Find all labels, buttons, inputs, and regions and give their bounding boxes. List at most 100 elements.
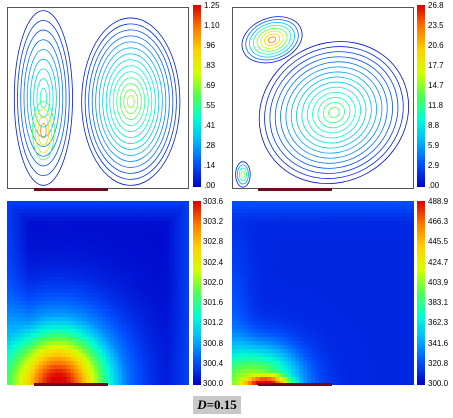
streamline-contour [322, 102, 345, 124]
heater-bar-left-bottom [34, 383, 108, 386]
colorbar-tick-label: 303.2 [203, 217, 224, 227]
temperature-svg [7, 201, 189, 385]
colorbar-tick-label: 302.0 [203, 277, 224, 287]
streamline-contour [84, 23, 177, 180]
colorbar-tick-label: .83 [204, 61, 216, 70]
streamline-contour [102, 53, 160, 150]
colorbar-tick-label: 488.9 [428, 197, 449, 206]
colorbar-temperature-right [417, 201, 425, 385]
colorbar-tick-label: 320.8 [428, 358, 449, 368]
colorbar-tick-label: 383.1 [428, 298, 449, 308]
colorbar-tick-label: 2.9 [428, 161, 440, 170]
colorbar-ticks-streamlines-right: 26.8 23.5 20.6 17.7 14.7 11.8 8.8 5.9 2.9 .00 [428, 2, 453, 190]
streamline-contour [112, 71, 149, 132]
streamline-contour [13, 10, 73, 186]
streamline-plot-right [232, 7, 414, 189]
streamline-contour [81, 17, 181, 186]
colorbar-ticks-temperature-left: 303.6 303.2 302.8 302.4 302.0 301.6 301.2 300.8… [203, 197, 233, 388]
streamline-contour [23, 39, 64, 157]
streamline-contour [238, 167, 247, 182]
streamline-contour [245, 19, 299, 61]
streamline-contour [264, 46, 404, 179]
plot-frame [7, 7, 189, 189]
colorbar-tick-label: 341.6 [428, 338, 449, 348]
colorbar-tick-label: 5.9 [428, 141, 440, 150]
streamline-contour [328, 107, 340, 119]
colorbar-tick-label: 14.7 [428, 81, 444, 90]
colorbar-streamlines-left [193, 5, 201, 187]
colorbar-tick-label: 302.8 [203, 237, 224, 247]
colorbar-tick-label: .55 [204, 101, 216, 110]
colorbar-tick-label: .00 [204, 181, 216, 190]
colorbar-streamlines-right [417, 5, 425, 187]
colorbar-tick-label: .00 [428, 181, 440, 190]
streamline-contour [240, 170, 246, 179]
colorbar-tick-label: 8.8 [428, 121, 440, 130]
streamline-contour [256, 27, 288, 52]
colorbar-tick-label: .41 [204, 121, 216, 130]
colorbar-ticks-streamlines-left: 1.25 1.10 .96 .83 .69 .55 .41 .28 .14 .00 [204, 1, 234, 190]
streamline-contour [91, 35, 170, 168]
colorbar-tick-label: 445.5 [428, 237, 449, 247]
colorbar-tick-label: .96 [204, 41, 216, 50]
temperature-svg [232, 201, 414, 385]
streamline-contour [30, 58, 57, 138]
figure-caption: D=0.15 [193, 396, 241, 414]
streamline-contour [301, 81, 367, 144]
streamline-contour [258, 41, 410, 185]
streamline-contour [20, 29, 67, 167]
streamline-contour [98, 47, 163, 156]
colorbar-tick-label: .14 [204, 161, 216, 170]
streamline-contour [280, 61, 388, 164]
streamline-contour [296, 76, 372, 149]
heater-bar-left-top [34, 188, 108, 191]
heater-bar-right-bottom [258, 383, 332, 386]
colorbar-tick-label: 1.25 [204, 1, 220, 10]
streamline-contour [260, 30, 284, 49]
streamline-contour [126, 95, 135, 109]
streamline-contour [105, 59, 156, 144]
streamline-plot-left [7, 7, 189, 189]
streamline-contour [274, 56, 394, 169]
streamline-contour [264, 33, 280, 46]
streamline-contour [306, 86, 361, 139]
streamline-contour [235, 161, 251, 188]
streamline-svg [232, 7, 414, 189]
colorbar-tick-label: 11.8 [428, 101, 443, 110]
caption-label: D=0.15 [197, 397, 237, 412]
streamline-contour [95, 41, 167, 162]
streamline-contour [88, 29, 174, 174]
temperature-map-left [7, 201, 189, 385]
colorbar-tick-label: 302.4 [203, 257, 224, 267]
streamline-contour [290, 71, 377, 154]
colorbar-tick-label: 466.3 [428, 217, 449, 227]
colorbar-tick-label: 303.6 [203, 197, 224, 206]
streamline-svg [7, 7, 189, 189]
colorbar-tick-label: 424.7 [428, 257, 449, 267]
streamline-contour [269, 51, 399, 174]
streamline-contour [237, 164, 249, 185]
streamline-contour [39, 87, 48, 109]
colorbar-tick-label: 403.9 [428, 277, 449, 287]
streamline-contour [109, 65, 153, 138]
streamline-contour [285, 66, 383, 159]
streamline-contour [37, 115, 50, 146]
streamline-contour [26, 49, 60, 147]
colorbar-temperature-left [193, 201, 201, 385]
heater-bar-right-top [258, 188, 332, 191]
colorbar-tick-label: 300.4 [203, 358, 224, 368]
colorbar-tick-label: .69 [204, 81, 216, 90]
streamline-contour [312, 91, 356, 134]
colorbar-tick-label: 300.0 [428, 379, 449, 388]
colorbar-tick-label: .28 [204, 141, 216, 150]
streamline-contour [317, 96, 351, 129]
streamline-contour [32, 101, 55, 161]
colorbar-tick-label: 300.0 [203, 379, 224, 388]
streamline-contour [116, 77, 146, 126]
streamline-contour [36, 78, 51, 118]
colorbar-ticks-temperature-right: 488.9 466.3 445.5 424.7 403.9 383.1 362.3 341.6… [428, 197, 453, 388]
colorbar-tick-label: 362.3 [428, 318, 449, 328]
colorbar-tick-label: 1.10 [204, 21, 220, 30]
colorbar-tick-label: 20.6 [428, 41, 444, 50]
temperature-map-right [232, 201, 414, 385]
